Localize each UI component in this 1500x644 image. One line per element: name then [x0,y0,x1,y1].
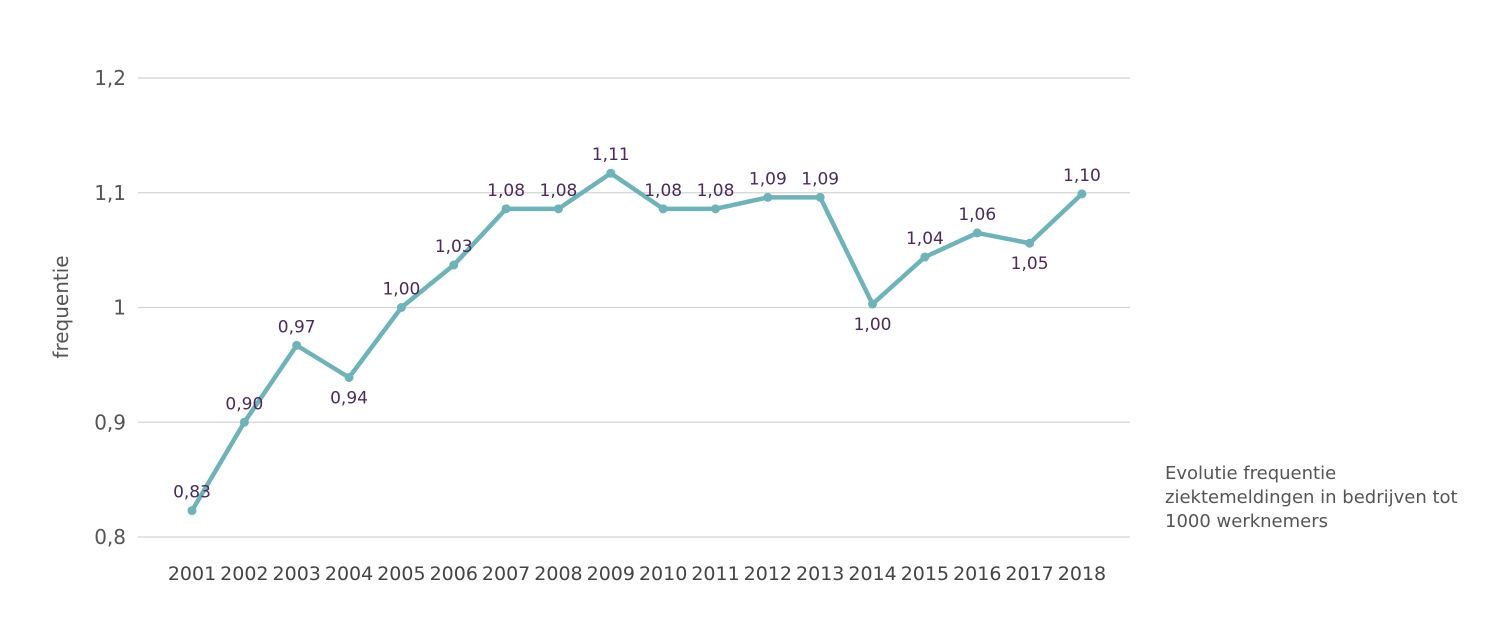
data-label: 1,10 [1063,166,1101,186]
data-point [815,192,825,202]
x-tick-label: 2015 [901,563,949,585]
data-point [1077,189,1087,199]
data-labels: 0,83 0,90 0,97 0,94 1,00 1,03 1,08 1,08 1,11 1,08… [173,145,1101,502]
y-tick-label: 1 [113,296,126,320]
x-tick-label: 2016 [953,563,1001,585]
data-label: 0,90 [225,394,263,414]
data-point [658,204,668,214]
data-point [920,252,930,262]
data-point [187,506,197,516]
data-label: 1,05 [1011,254,1049,274]
x-tick-label: 2006 [430,563,478,585]
data-point [1025,238,1035,248]
data-point [972,228,982,238]
data-label: 1,09 [801,169,839,189]
data-label: 1,00 [854,315,892,335]
data-label: 0,83 [173,483,211,503]
x-tick-label: 2011 [691,563,739,585]
x-tick-label: 2013 [796,563,844,585]
x-tick-label: 2018 [1058,563,1106,585]
data-label: 1,11 [592,145,630,165]
data-label: 1,08 [697,181,735,201]
data-point [239,417,249,427]
data-point [292,340,302,350]
x-tick-label: 2001 [168,563,216,585]
y-tick-label: 0,9 [94,410,126,434]
x-tick-label: 2005 [377,563,425,585]
x-tick-label: 2007 [482,563,530,585]
y-tick-label: 0,8 [94,525,126,549]
x-tick-label: 2003 [273,563,321,585]
data-label: 1,03 [435,237,473,257]
x-tick-label: 2014 [848,563,896,585]
data-point [396,303,406,312]
data-point [711,204,720,214]
series-line-group [187,168,1087,516]
data-point [606,168,616,178]
x-tick-label: 2008 [534,563,582,585]
data-label: 1,04 [906,229,944,249]
y-tick-label: 1,2 [94,66,126,90]
data-point [449,260,459,270]
data-label: 1,06 [958,205,996,225]
data-label: 1,09 [749,169,787,189]
x-tick-label: 2009 [587,563,635,585]
x-tick-label: 2002 [220,563,268,585]
x-axis: 2001 2002 2003 2004 2005 2006 2007 2008 2009 2010… [168,563,1106,585]
y-tick-label: 1,1 [94,181,126,205]
grid-lines [138,77,1130,538]
data-point [344,372,354,382]
y-axis: 0,8 0,9 1 1,1 1,2 [94,66,126,549]
data-label: 1,08 [540,181,578,201]
data-point [553,204,563,214]
legend-label: Evolutie frequentie ziektemeldingen in b… [1165,463,1458,532]
x-tick-label: 2004 [325,563,373,585]
x-tick-label: 2010 [639,563,687,585]
data-label: 1,00 [382,280,420,300]
data-label: 0,97 [278,317,316,337]
data-label: 1,08 [487,181,525,201]
data-point [763,192,773,202]
x-tick-label: 2017 [1005,563,1053,585]
y-axis-label: frequentie [49,255,73,358]
data-point [868,299,878,309]
data-label: 0,94 [330,388,368,408]
data-label: 1,08 [644,181,682,201]
series-line [189,170,1085,513]
data-point [501,204,511,214]
x-tick-label: 2012 [744,563,792,585]
